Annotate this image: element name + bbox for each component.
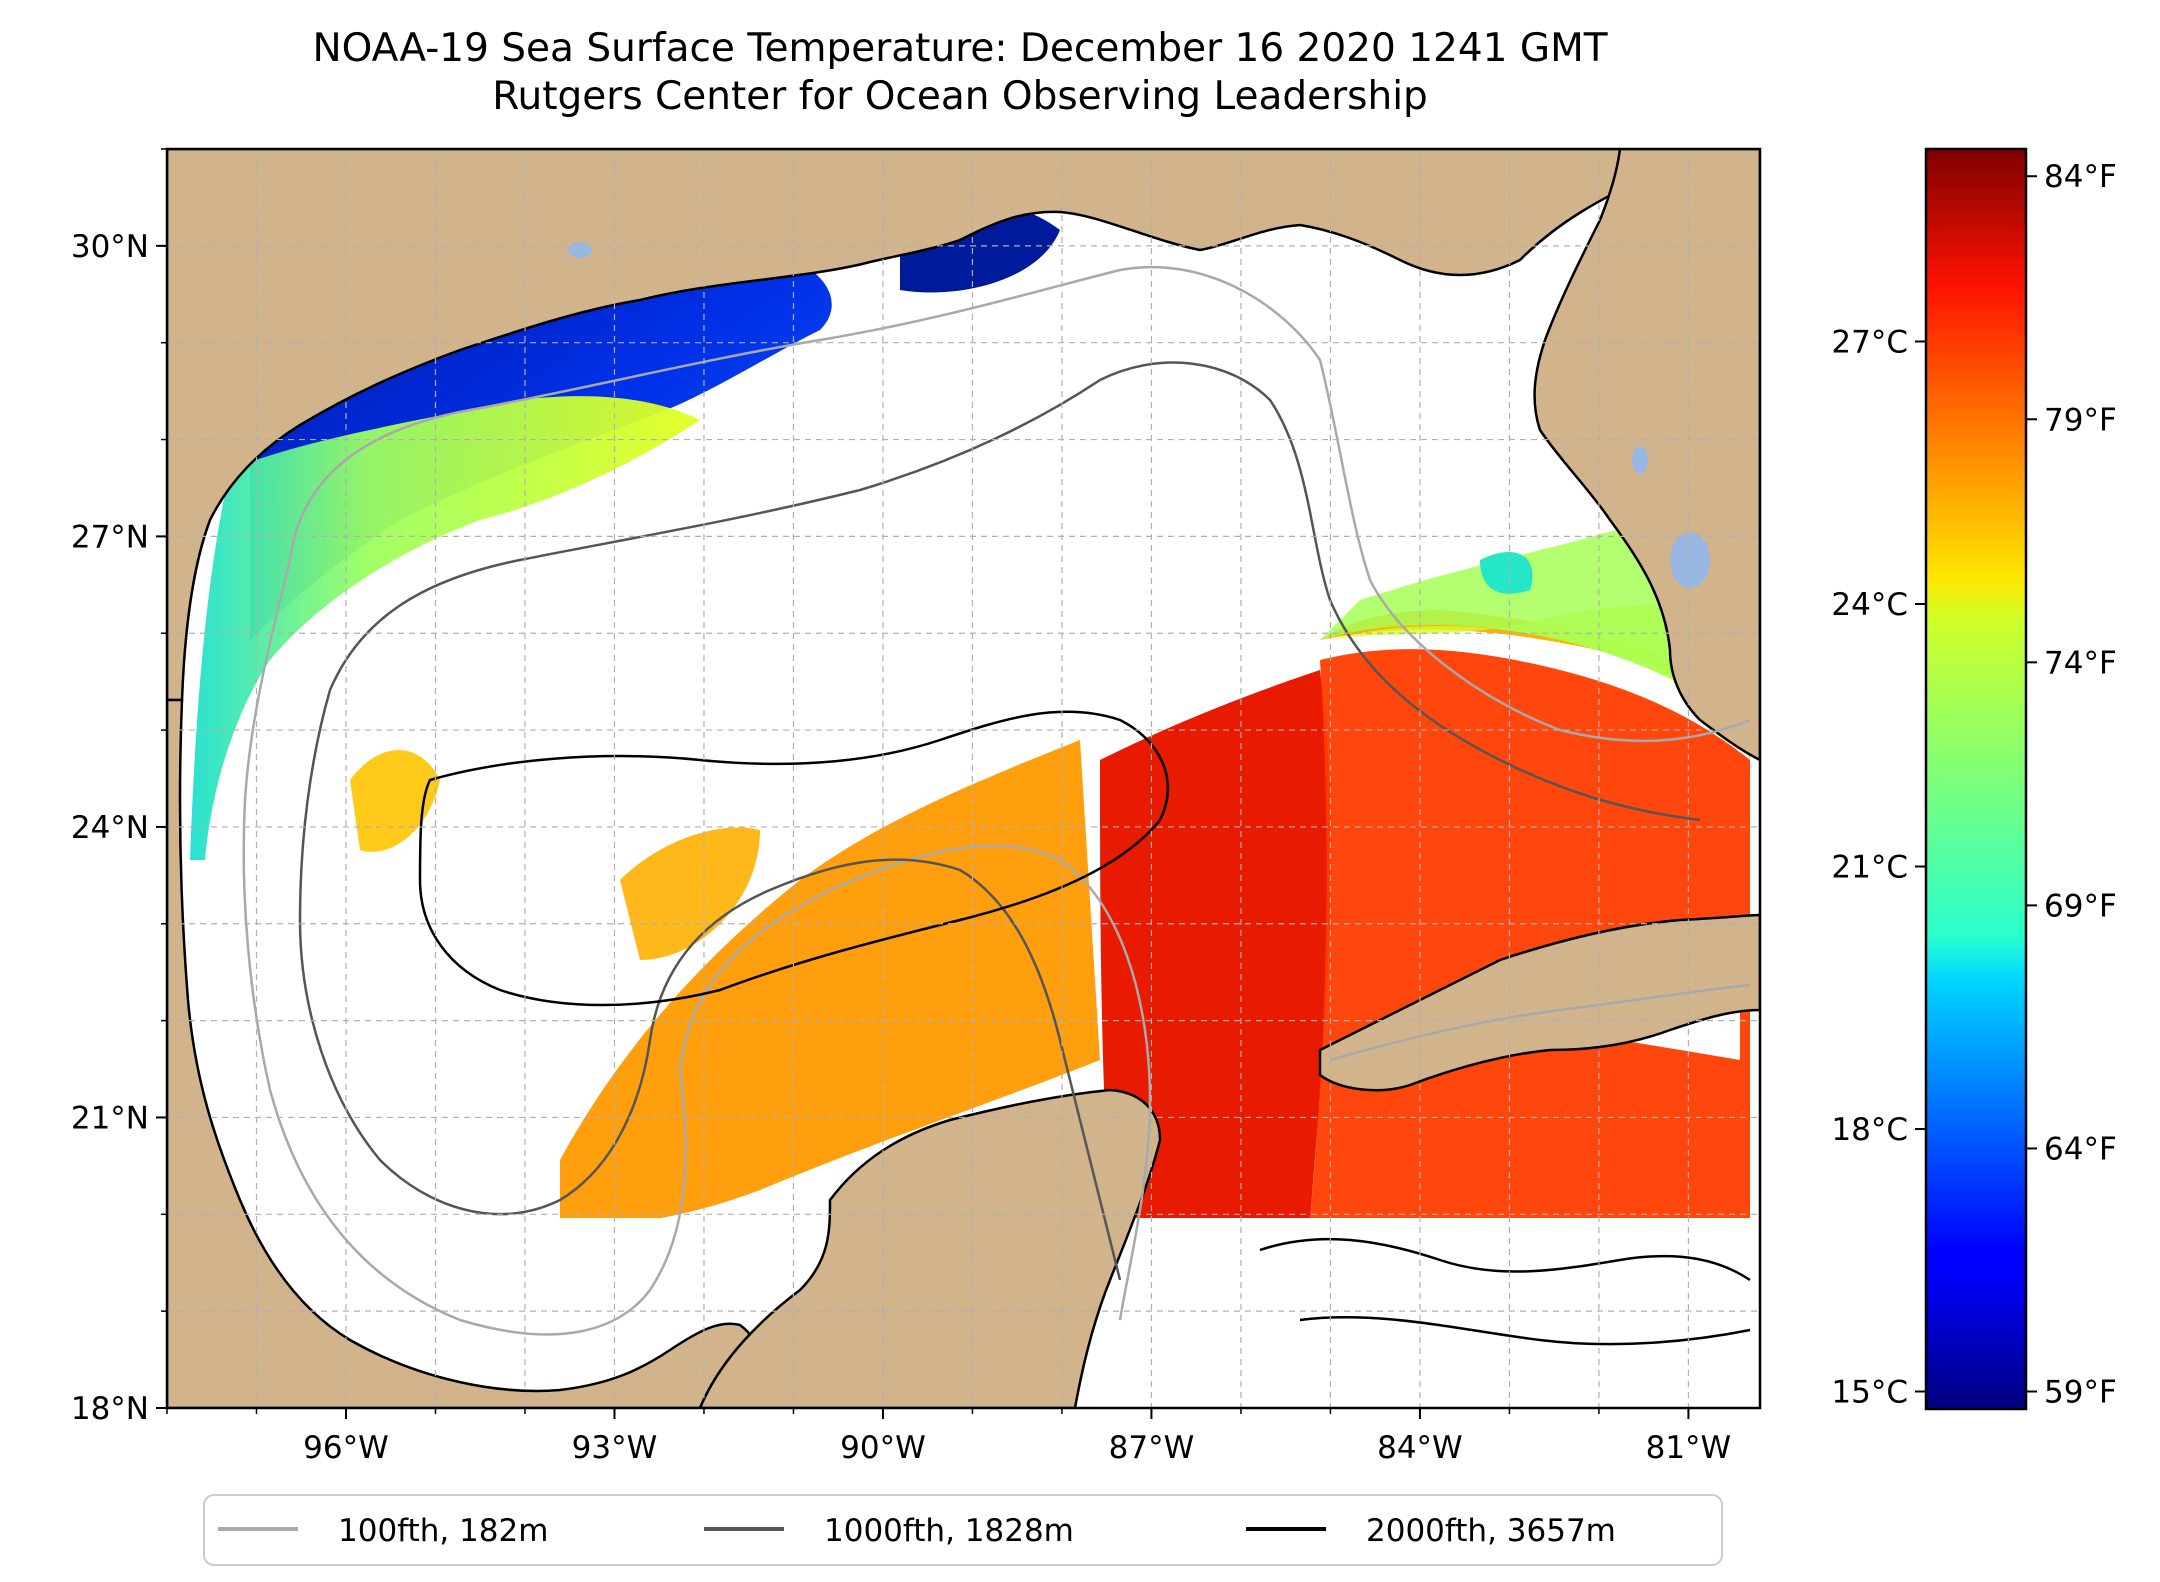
colorbar-celsius-label: 18°C xyxy=(1831,1112,1908,1148)
map-area xyxy=(167,149,1760,1408)
y-tick-label: 27°N xyxy=(71,519,149,555)
colorbar-celsius-label: 27°C xyxy=(1831,325,1908,361)
y-tick-label: 18°N xyxy=(71,1391,149,1427)
x-axis: 96°W 93°W 90°W 87°W 84°W 81°W xyxy=(166,1408,1732,1466)
legend-label-100fth: 100fth, 182m xyxy=(338,1513,548,1549)
legend-box xyxy=(203,1494,1723,1566)
legend-label-2000fth: 2000fth, 3657m xyxy=(1366,1513,1616,1549)
y-tick-label: 24°N xyxy=(71,810,149,846)
colorbar-fahrenheit-label: 64°F xyxy=(2044,1131,2117,1167)
colorbar-celsius-axis: 15°C 18°C 21°C 24°C 27°C xyxy=(1831,325,1926,1411)
colorbar-gradient xyxy=(1924,147,2028,1411)
colorbar-celsius-label: 24°C xyxy=(1831,587,1908,623)
colorbar-fahrenheit-axis: 59°F 64°F 69°F 74°F 79°F 84°F xyxy=(2026,159,2117,1411)
x-tick-label: 87°W xyxy=(1109,1430,1195,1466)
colorbar: 15°C 18°C 21°C 24°C 27°C 59°F 64°F 69°F 74°F 79°… xyxy=(1831,147,2117,1411)
colorbar-celsius-label: 15°C xyxy=(1831,1375,1908,1411)
y-tick-label: 21°N xyxy=(71,1100,149,1136)
sst-field-florida-shelf xyxy=(1320,526,1750,720)
x-tick-label: 81°W xyxy=(1646,1430,1732,1466)
x-tick-label: 93°W xyxy=(572,1430,658,1466)
colorbar-celsius-label: 21°C xyxy=(1831,850,1908,886)
y-tick-label: 30°N xyxy=(71,229,149,265)
chart-title: NOAA-19 Sea Surface Temperature: Decembe… xyxy=(312,26,1608,71)
legend-label-1000fth: 1000fth, 1828m xyxy=(824,1513,1074,1549)
contour-2000fth xyxy=(418,710,1170,1007)
land xyxy=(167,149,1760,1408)
gridlines xyxy=(167,149,1760,1408)
x-tick-label: 96°W xyxy=(303,1430,389,1466)
map-frame xyxy=(165,147,1762,1410)
chart-subtitle: Rutgers Center for Ocean Observing Leade… xyxy=(492,74,1428,119)
contour-1000fth xyxy=(328,361,1701,822)
colorbar-fahrenheit-label: 84°F xyxy=(2044,159,2117,195)
colorbar-fahrenheit-label: 69°F xyxy=(2044,888,2117,924)
x-tick-label: 84°W xyxy=(1377,1430,1463,1466)
colorbar-fahrenheit-label: 59°F xyxy=(2044,1375,2117,1411)
colorbar-fahrenheit-label: 79°F xyxy=(2044,402,2117,438)
contour-100fth xyxy=(288,265,1751,743)
bathymetry-contours xyxy=(242,265,1751,1346)
x-tick-label: 90°W xyxy=(840,1430,926,1466)
legend: 100fth, 182m 1000fth, 1828m 2000fth, 365… xyxy=(203,1494,1723,1566)
colorbar-fahrenheit-label: 74°F xyxy=(2044,645,2117,681)
y-axis: 18°N 21°N 24°N 27°N 30°N xyxy=(71,148,167,1427)
